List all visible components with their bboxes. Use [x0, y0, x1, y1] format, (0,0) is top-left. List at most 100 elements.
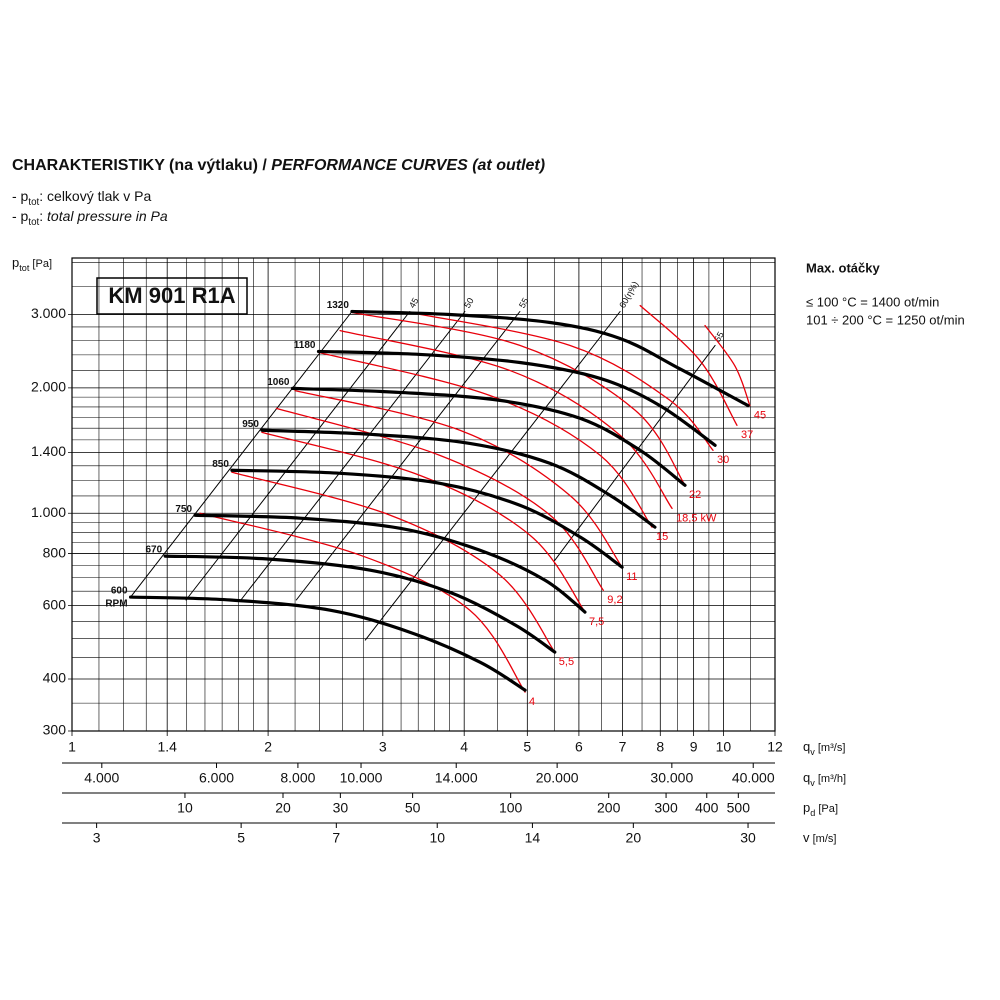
secondary-tick-label: 10	[177, 800, 193, 816]
power-label: 45	[754, 410, 766, 422]
x-tick-label: 12	[767, 739, 783, 755]
efficiency-curve	[185, 311, 411, 601]
power-label: 9,2	[607, 594, 622, 606]
power-label: 5,5	[559, 656, 574, 668]
speed-label: 850	[212, 459, 229, 470]
y-axis-label-part: p	[12, 255, 19, 270]
x-tick-label: 1.4	[157, 739, 177, 755]
x-tick-label: 5	[523, 739, 531, 755]
y-tick-label: 1.000	[31, 504, 66, 520]
y-axis-label: ptot [Pa]	[12, 255, 52, 273]
secondary-axis-label-part: [m³/h]	[815, 773, 846, 785]
speed-curve	[350, 309, 750, 408]
speed-unit: RPM	[105, 599, 127, 610]
speed-label: 950	[242, 419, 259, 430]
y-tick-label: 300	[43, 722, 67, 738]
secondary-tick-label: 20	[626, 830, 642, 846]
secondary-tick-label: 14	[525, 830, 541, 846]
secondary-axis-label-part: v	[803, 830, 810, 845]
secondary-tick-label: 20	[275, 800, 291, 816]
chart-title-part: CHARAKTERISTIKY (na výtlaku) /	[12, 157, 271, 174]
x-tick-label: 7	[619, 739, 627, 755]
secondary-tick-label: 20.000	[536, 770, 579, 786]
efficiency-curve	[554, 344, 716, 561]
secondary-axis-label-part: [m/s]	[810, 833, 837, 845]
secondary-axis-label-part: q	[803, 770, 810, 785]
speed-curve	[260, 428, 657, 529]
x-tick-label: 6	[575, 739, 583, 755]
secondary-axis-label-part: [Pa]	[815, 803, 838, 815]
efficiency-label: 55	[712, 330, 726, 344]
secondary-tick-label: 4.000	[84, 770, 119, 786]
secondary-tick-label: 8.000	[280, 770, 315, 786]
speed-label: 1320	[327, 300, 350, 311]
speed-curve	[290, 386, 687, 487]
y-tick-label: 3.000	[31, 305, 66, 321]
x-axis-label-part: q	[803, 739, 810, 754]
speed-label: 1060	[267, 377, 290, 388]
secondary-tick-label: 100	[499, 800, 523, 816]
note-part: - p	[12, 188, 29, 204]
power-label: 4	[529, 696, 535, 708]
efficiency-curve	[364, 311, 621, 641]
power-curve	[339, 329, 673, 510]
power-curve	[409, 311, 714, 451]
secondary-axis-label: qv [m³/h]	[803, 770, 846, 788]
note-part: :	[39, 208, 47, 224]
secondary-tick-label: 5	[237, 830, 245, 846]
y-tick-label: 400	[43, 670, 67, 686]
x-tick-label: 8	[656, 739, 664, 755]
secondary-tick-label: 30	[740, 830, 756, 846]
efficiency-label: 50	[462, 296, 476, 310]
power-label: 37	[741, 429, 753, 441]
x-tick-label: 3	[379, 739, 387, 755]
speed-curve	[128, 595, 527, 692]
secondary-tick-label: 7	[332, 830, 340, 846]
power-curve	[639, 304, 738, 426]
power-curve	[199, 512, 526, 693]
y-tick-label: 800	[43, 544, 67, 560]
y-tick-label: 1.400	[31, 443, 66, 459]
power-curve	[351, 311, 686, 486]
secondary-tick-label: 14.000	[435, 770, 478, 786]
speed-curve	[193, 513, 587, 614]
speed-label: 600	[111, 586, 128, 597]
secondary-tick-label: 3	[93, 830, 101, 846]
power-label: 15	[656, 531, 668, 543]
x-axis-label-part: [m³/s]	[815, 742, 846, 754]
note-part: : celkový tlak v Pa	[39, 188, 151, 204]
power-curve	[317, 351, 653, 528]
chart-title: CHARAKTERISTIKY (na výtlaku) / PERFORMAN…	[12, 157, 545, 174]
side-note-title: Max. otáčky	[806, 260, 880, 275]
note: - ptot: total pressure in Pa	[12, 208, 168, 228]
secondary-tick-label: 10.000	[340, 770, 383, 786]
y-axis-label-part: [Pa]	[29, 258, 52, 270]
speed-label: 670	[145, 545, 162, 556]
x-tick-label: 1	[68, 739, 76, 755]
x-tick-label: 4	[460, 739, 468, 755]
secondary-tick-label: 30.000	[650, 770, 693, 786]
secondary-tick-label: 6.000	[199, 770, 234, 786]
power-label: 18,5 kW	[676, 512, 717, 524]
side-note-line: ≤ 100 °C = 1400 ot/min	[806, 294, 939, 309]
efficiency-curve	[130, 311, 353, 598]
x-tick-label: 9	[690, 739, 698, 755]
secondary-axis-label-part: d	[810, 808, 815, 818]
secondary-tick-label: 400	[695, 800, 719, 816]
secondary-tick-label: 50	[405, 800, 421, 816]
secondary-tick-label: 300	[654, 800, 678, 816]
power-curve	[275, 407, 604, 591]
secondary-tick-label: 200	[597, 800, 621, 816]
speed-curve	[316, 349, 717, 447]
secondary-axis-label: pd [Pa]	[803, 800, 838, 818]
plot-frame	[71, 257, 776, 732]
y-tick-label: 600	[43, 596, 67, 612]
secondary-axis-label-part: v	[810, 778, 815, 788]
power-label: 7,5	[589, 616, 604, 628]
power-label: 30	[717, 454, 729, 466]
side-note-line: 101 ÷ 200 °C = 1250 ot/min	[806, 312, 965, 327]
speed-curve	[230, 468, 624, 569]
x-axis-label: qv [m³/s]	[803, 739, 845, 757]
